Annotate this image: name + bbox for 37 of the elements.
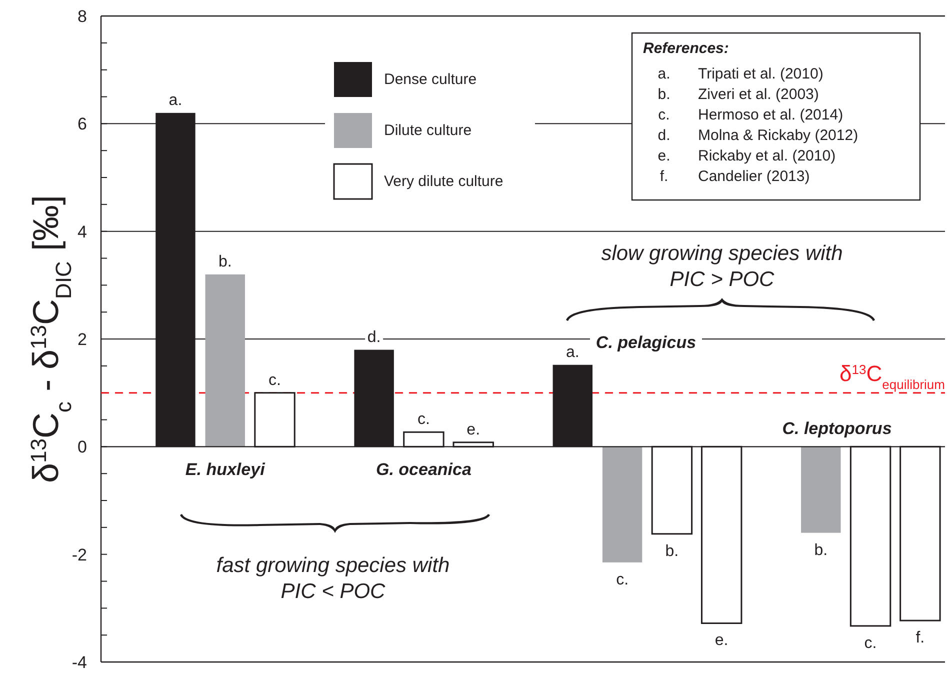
legend-label: Dilute culture — [384, 122, 472, 139]
data-label: c. — [417, 411, 430, 428]
text: a. Tripati et al. (2010) — [658, 66, 824, 82]
y-tick-label: 8 — [78, 7, 87, 26]
annotation: fast growing species with PIC < POC — [216, 554, 450, 603]
y-tick-label: -4 — [72, 653, 87, 672]
ref-line-label: δ$^{13}$C$_{equilibrium}$ — [840, 360, 945, 392]
y-tick-label: 4 — [78, 222, 87, 242]
annotation: slow growing species with PIC > POC — [601, 242, 843, 291]
text: e. Rickaby et al. (2010) — [658, 148, 836, 164]
data-label: b. — [218, 253, 232, 270]
annotation: C. pelagicus — [596, 333, 696, 352]
data-label: a. — [566, 344, 580, 361]
y-tick-label: 2 — [78, 330, 87, 349]
annotation: E. huxleyi — [185, 460, 266, 479]
y-tick-label: 0 — [78, 438, 87, 457]
annotation: References: — [643, 40, 729, 57]
text: c. Hermoso et al. (2014) — [658, 106, 844, 124]
text: f. Candelier (2013) — [660, 168, 810, 185]
annotation: G. oceanica — [376, 460, 472, 479]
y-tick-label: -2 — [72, 545, 87, 564]
data-label: f. — [916, 630, 925, 647]
data-label: b. — [665, 542, 679, 560]
text: b. Ziveri et al. (2003) — [658, 86, 819, 103]
data-label: e. — [466, 421, 480, 438]
data-label: e. — [714, 632, 728, 650]
annotation: C. leptoporus — [782, 419, 892, 438]
data-label: a. — [168, 92, 182, 109]
y-tick-label: 6 — [78, 114, 87, 134]
legend-label: Dense culture — [384, 71, 477, 88]
data-label: d. — [367, 328, 381, 346]
data-label: c. — [616, 571, 629, 588]
text: d. Molna & Rickaby (2012) — [658, 127, 858, 144]
data-label: b. — [814, 542, 828, 559]
data-label: c. — [268, 372, 281, 389]
legend-label: Very dilute culture — [384, 173, 504, 190]
data-label: c. — [864, 634, 877, 652]
